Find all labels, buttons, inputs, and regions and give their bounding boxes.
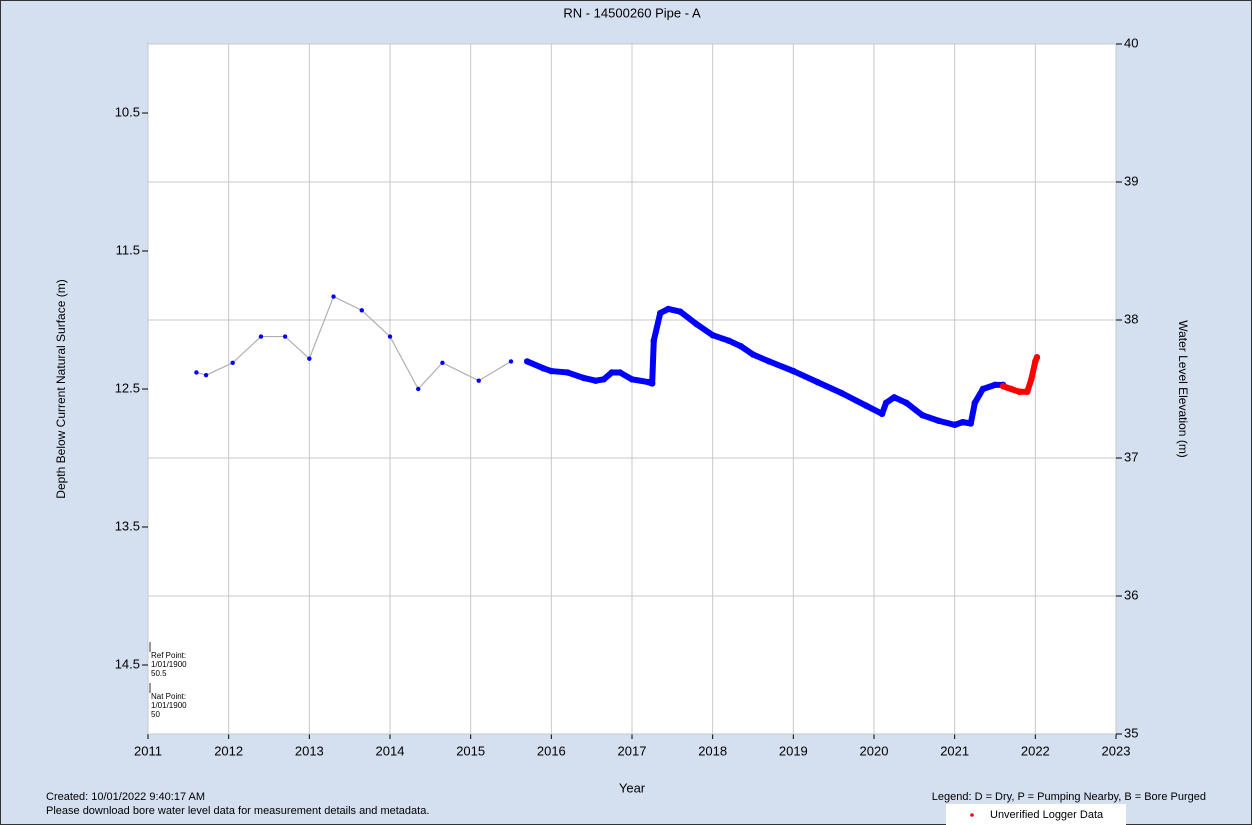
data-point xyxy=(838,389,845,397)
x-tick-label: 2013 xyxy=(295,743,324,758)
data-point xyxy=(991,381,999,389)
y2-tick-label: 40 xyxy=(1124,35,1138,50)
data-point xyxy=(387,334,393,339)
data-point xyxy=(967,420,974,427)
data-point xyxy=(1016,388,1023,395)
data-point xyxy=(709,331,716,339)
y-tick-label: 14.5 xyxy=(115,656,140,671)
x-tick-label: 2014 xyxy=(376,743,405,758)
data-point xyxy=(903,399,910,406)
data-point xyxy=(919,412,926,419)
y-tick-label: 11.5 xyxy=(116,242,140,257)
data-point xyxy=(1024,388,1031,395)
data-point xyxy=(580,374,587,382)
data-point xyxy=(616,369,624,376)
data-point xyxy=(935,417,942,424)
data-point xyxy=(890,394,898,401)
data-point xyxy=(959,418,966,426)
y2-tick-label: 38 xyxy=(1124,311,1138,326)
data-point xyxy=(258,334,264,339)
annotation: 1/01/1900 xyxy=(151,660,187,669)
x-tick-label: 2016 xyxy=(537,743,566,758)
x-tick-label: 2018 xyxy=(698,743,727,758)
legend-marker xyxy=(970,813,974,817)
y-tick-label: 12.5 xyxy=(115,380,140,395)
data-point xyxy=(508,359,514,364)
y2-tick-label: 36 xyxy=(1124,587,1138,602)
chart-title: RN - 14500260 Pipe - A xyxy=(563,5,701,20)
data-point xyxy=(971,399,979,406)
data-point xyxy=(882,399,890,406)
annotation: 1/01/1900 xyxy=(151,701,187,710)
data-point xyxy=(564,369,571,376)
y-axis-label: Depth Below Current Natural Surface (m) xyxy=(54,279,68,498)
y-tick-label: 10.5 xyxy=(115,104,140,119)
legend-label: Unverified Logger Data xyxy=(990,809,1104,821)
legend-box xyxy=(946,804,1126,825)
x-tick-label: 2023 xyxy=(1102,743,1131,758)
x-tick-label: 2011 xyxy=(134,743,162,758)
y2-axis-label: Water Level Elevation (m) xyxy=(1176,320,1190,458)
data-point xyxy=(592,377,599,384)
y2-tick-label: 39 xyxy=(1124,173,1138,188)
data-point xyxy=(203,373,209,378)
x-tick-label: 2022 xyxy=(1021,743,1050,758)
data-point xyxy=(194,370,199,375)
data-point xyxy=(814,378,821,386)
data-point xyxy=(979,385,987,393)
data-point xyxy=(540,365,547,372)
x-tick-label: 2015 xyxy=(456,743,485,758)
x-tick-label: 2017 xyxy=(618,743,647,758)
data-point xyxy=(999,383,1007,390)
annotation: 50 xyxy=(151,710,160,719)
data-point xyxy=(440,360,445,365)
y2-tick-label: 37 xyxy=(1124,449,1138,464)
x-tick-label: 2019 xyxy=(779,743,808,758)
data-point xyxy=(650,337,657,344)
data-point xyxy=(628,376,636,383)
data-point xyxy=(359,308,364,313)
y2-tick-label: 35 xyxy=(1124,725,1138,740)
data-point xyxy=(693,320,700,328)
data-point xyxy=(1033,354,1041,361)
data-point xyxy=(331,294,336,299)
data-point xyxy=(548,367,555,375)
x-tick-label: 2012 xyxy=(214,743,243,758)
data-point xyxy=(282,334,288,339)
data-point xyxy=(476,378,481,383)
data-point xyxy=(765,358,773,365)
data-point xyxy=(600,376,607,383)
data-point xyxy=(790,367,797,375)
annotation: Nat Point: xyxy=(151,692,186,701)
data-point xyxy=(230,360,235,365)
y-tick-label: 13.5 xyxy=(115,518,140,533)
data-point xyxy=(725,337,732,344)
data-point xyxy=(523,358,531,365)
data-point xyxy=(657,309,664,317)
annotation: 50.5 xyxy=(151,669,167,678)
data-point xyxy=(951,421,958,429)
data-point xyxy=(648,380,656,387)
data-point xyxy=(307,356,312,361)
data-point xyxy=(749,351,757,358)
data-point xyxy=(737,343,745,350)
x-tick-label: 2021 xyxy=(940,743,969,758)
data-point xyxy=(416,386,421,392)
data-point xyxy=(862,402,870,409)
data-point xyxy=(878,410,886,418)
annotation: Ref Point: xyxy=(151,651,186,660)
data-point xyxy=(665,305,672,313)
x-axis-label: Year xyxy=(619,780,646,795)
data-point xyxy=(608,369,616,376)
created-note: Created: 10/01/2022 9:40:17 AM xyxy=(46,791,205,803)
data-point xyxy=(1007,385,1015,393)
data-point xyxy=(677,308,684,315)
legend-note: Legend: D = Dry, P = Pumping Nearby, B =… xyxy=(932,791,1206,803)
x-tick-label: 2020 xyxy=(860,743,889,758)
footnote: Please download bore water level data fo… xyxy=(46,805,429,817)
data-point xyxy=(1028,376,1035,383)
